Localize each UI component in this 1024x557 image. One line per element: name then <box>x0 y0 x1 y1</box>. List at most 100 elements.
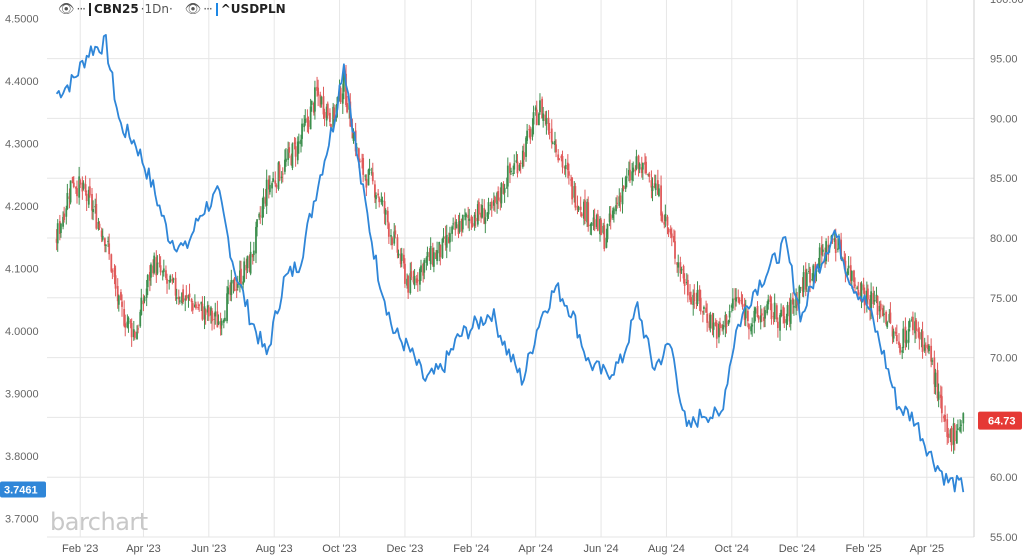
candle-body <box>542 113 545 121</box>
candle-body <box>230 280 233 296</box>
candle-body <box>914 321 916 334</box>
x-axis-tick-label: Apr '25 <box>910 543 945 555</box>
candle-body <box>725 315 728 327</box>
x-axis-tick-label: Feb '23 <box>62 543 98 555</box>
candle-body <box>592 217 595 226</box>
candle-body <box>97 221 100 230</box>
candle-body <box>467 214 470 218</box>
candle-body <box>721 324 724 329</box>
candle-body <box>60 223 62 233</box>
candle-body <box>148 271 151 281</box>
candle-body <box>641 162 644 170</box>
candle-body <box>788 302 791 322</box>
candle-body <box>332 106 335 128</box>
candle-body <box>468 218 471 221</box>
candle-body <box>873 300 876 302</box>
usdpln-line <box>55 34 965 493</box>
candle-body <box>290 155 293 166</box>
candle-body <box>579 206 582 210</box>
candle-body <box>957 428 959 430</box>
candle-body <box>58 221 61 234</box>
candle-body <box>571 177 574 200</box>
candle-body <box>865 290 868 303</box>
candle-body <box>670 233 673 238</box>
candle-body <box>381 200 384 202</box>
candle-body <box>910 319 913 321</box>
series1-name[interactable]: CBN25 <box>93 2 139 16</box>
candle-body <box>499 197 502 202</box>
candle-body <box>927 344 929 350</box>
candle-body <box>878 305 881 312</box>
candle-body <box>341 93 344 104</box>
candle-body <box>377 193 380 196</box>
candle-body <box>754 308 757 314</box>
candle-body <box>140 297 143 315</box>
candle-body <box>150 264 152 278</box>
candle-body <box>629 169 631 181</box>
candle-body <box>930 345 933 362</box>
right-axis-tick-label: 75.00 <box>990 293 1018 305</box>
candle-body <box>715 323 718 339</box>
candle-body <box>79 179 82 185</box>
candle-body <box>383 201 386 214</box>
series2-menu-dots[interactable]: ··· <box>203 2 213 16</box>
candle-body <box>187 295 190 299</box>
candle-body <box>420 265 422 273</box>
candle-body <box>737 296 740 299</box>
candle-body <box>393 231 396 244</box>
candle-body <box>785 319 788 324</box>
candle-body <box>701 311 704 313</box>
candle-body <box>728 311 731 318</box>
candle-body <box>416 279 419 282</box>
candle-body <box>87 189 90 205</box>
candle-body <box>600 219 602 235</box>
series2-name[interactable]: ^USDPLN <box>220 2 286 16</box>
candle-body <box>213 318 216 320</box>
candle-body <box>330 124 332 128</box>
candle-body <box>66 192 69 210</box>
candle-body <box>486 212 489 217</box>
series1-meta[interactable]: ·1Dn· <box>140 2 173 16</box>
candle-body <box>71 176 74 184</box>
candle-body <box>525 137 527 157</box>
candle-body <box>653 183 656 188</box>
eye-icon[interactable]: 👁 <box>184 1 202 17</box>
candle-body <box>251 253 254 258</box>
candle-body <box>561 155 564 168</box>
series1-menu-dots[interactable]: ··· <box>76 2 87 16</box>
candle-body <box>786 305 789 317</box>
candle-body <box>175 297 178 299</box>
candle-body <box>487 202 490 215</box>
x-axis-tick-label: Dec '24 <box>779 543 816 555</box>
candle-body <box>818 247 821 266</box>
candle-body <box>390 235 392 237</box>
candle-body <box>471 223 474 228</box>
candle-body <box>661 213 664 222</box>
candle-body <box>547 117 550 131</box>
x-axis-tick-label: Jun '23 <box>191 543 226 555</box>
eye-icon[interactable]: 👁 <box>58 1 75 17</box>
candle-body <box>129 321 132 323</box>
candle-body <box>425 257 428 263</box>
candle-body <box>249 251 252 274</box>
candle-body <box>730 305 733 308</box>
right-axis-tick-label: 100.00 <box>990 0 1024 6</box>
candle-body <box>619 195 622 203</box>
candle-body <box>638 163 641 170</box>
candle-body <box>181 292 183 304</box>
candle-body <box>210 307 212 316</box>
candle-body <box>921 331 924 353</box>
candle-body <box>174 277 177 296</box>
candle-body <box>65 208 68 217</box>
candle-body <box>805 272 808 287</box>
candle-body <box>362 157 365 175</box>
candle-body <box>615 205 617 212</box>
candle-body <box>773 302 776 320</box>
candle-body <box>812 265 815 280</box>
candle-body <box>622 185 625 190</box>
candle-body <box>656 180 659 195</box>
candle-body <box>110 254 113 272</box>
right-axis-tick-label: 60.00 <box>990 472 1018 484</box>
candle-body <box>211 310 213 322</box>
